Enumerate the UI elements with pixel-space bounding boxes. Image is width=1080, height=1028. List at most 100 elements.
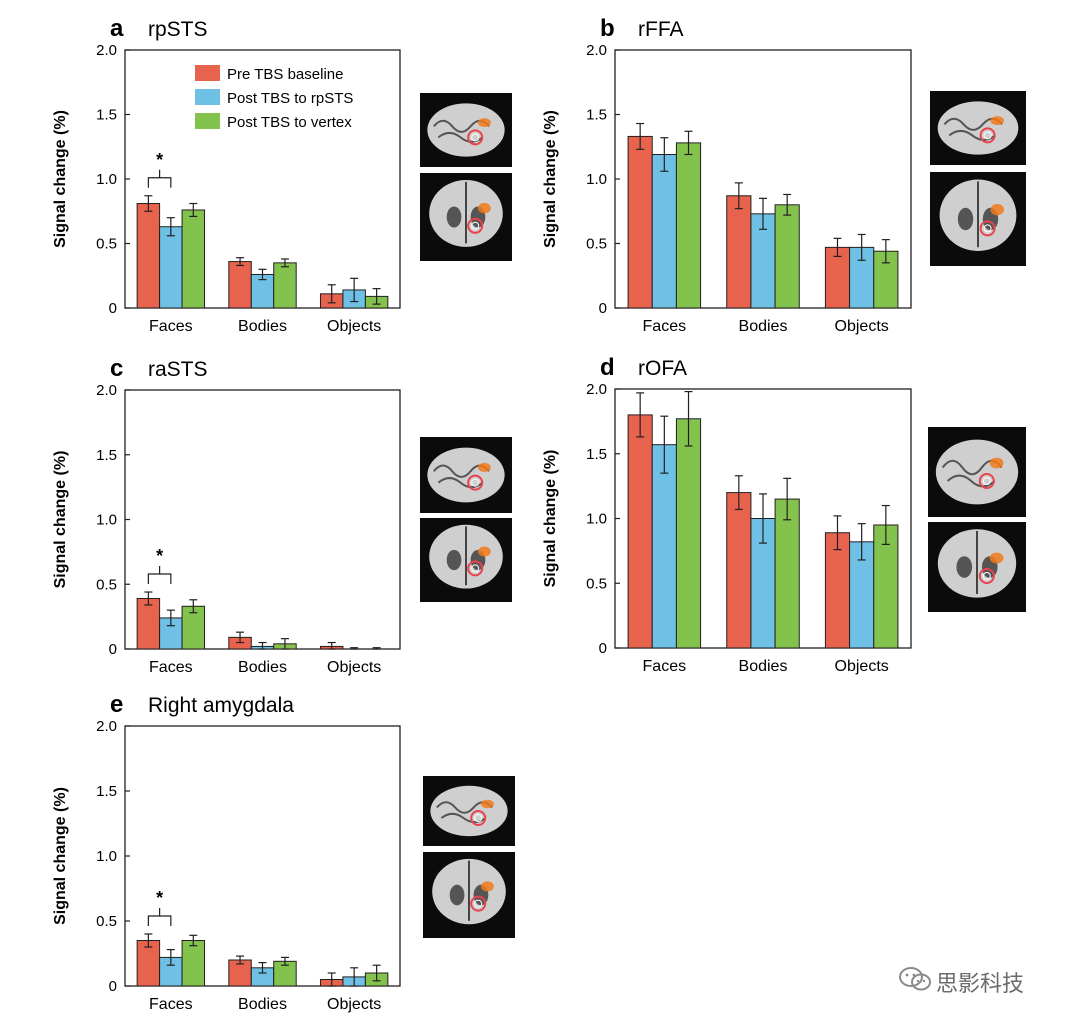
y-tick-label: 2.0 [96, 42, 117, 59]
bar-post-tbs-to-vertex [675, 142, 702, 309]
brain-image-rasts-coronal [420, 518, 512, 602]
significance-bracket [147, 908, 172, 926]
y-tick-label: 0 [109, 641, 117, 658]
panel-title: raSTS [148, 358, 208, 381]
chart-panel-e: e Right amygdala 0 0.5 1.0 1.5 2.0 Signal chang… [52, 691, 401, 1013]
y-tick-label: 0 [599, 640, 607, 657]
bar-pre-tbs-baseline [627, 414, 653, 649]
bar-post-tbs-to-vertex [873, 250, 899, 309]
bar-post-tbs-to-rpsts [159, 226, 183, 309]
x-tick-label: Objects [327, 996, 381, 1013]
bar-pre-tbs-baseline [824, 246, 851, 309]
legend-label: Post TBS to rpSTS [227, 90, 353, 107]
brain-image-rffa-sagittal [930, 91, 1026, 165]
chart-panel-c: c raSTS 0 0.5 1.0 1.5 2.0 Signal change (%) Face… [52, 355, 401, 676]
x-tick-label: Objects [835, 658, 889, 675]
y-tick-label: 1.0 [96, 171, 117, 188]
y-tick-label: 2.0 [586, 381, 607, 398]
bar-post-tbs-to-rpsts [651, 444, 677, 649]
y-axis-label: Signal change (%) [52, 787, 69, 925]
x-tick-label: Bodies [739, 658, 788, 675]
bar-post-tbs-to-vertex [181, 940, 206, 987]
legend-label: Post TBS to vertex [227, 114, 352, 131]
bar-pre-tbs-baseline [726, 492, 752, 649]
brain-image-rasts-sagittal [420, 437, 512, 513]
y-tick-label: 2.0 [586, 42, 607, 59]
bar-pre-tbs-baseline [136, 597, 161, 650]
watermark-text: 思影科技 [936, 972, 1025, 997]
y-tick-label: 0.5 [96, 236, 117, 253]
y-tick-label: 1.5 [96, 107, 117, 124]
panel-title: rFFA [638, 18, 684, 41]
brain-image-amygdala-coronal [423, 852, 515, 938]
plot-frame [124, 389, 401, 650]
bar-pre-tbs-baseline [726, 195, 752, 309]
x-tick-label: Bodies [238, 996, 287, 1013]
y-tick-label: 2.0 [96, 382, 117, 399]
y-tick-label: 1.5 [96, 783, 117, 800]
panel-letter: d [600, 354, 615, 381]
brain-image-amygdala-sagittal [423, 776, 515, 846]
legend-label: Pre TBS baseline [227, 66, 343, 83]
y-tick-label: 0 [599, 300, 607, 317]
brain-image-rffa-coronal [930, 172, 1026, 266]
y-tick-label: 0.5 [96, 576, 117, 593]
y-tick-label: 1.0 [96, 848, 117, 865]
significance-marker: * [156, 150, 163, 170]
bar-post-tbs-to-vertex [273, 262, 297, 309]
panel-letter: b [600, 15, 615, 42]
brain-image-rpsts-sagittal [420, 93, 512, 167]
bar-post-tbs-to-vertex [675, 418, 702, 649]
panel-title: rOFA [638, 357, 687, 380]
y-axis-label: Signal change (%) [542, 450, 559, 588]
brain-image-rpsts-coronal [420, 173, 512, 261]
x-tick-label: Objects [327, 659, 381, 676]
bar-post-tbs-to-vertex [774, 204, 800, 309]
y-tick-label: 1.0 [586, 511, 607, 528]
x-tick-label: Faces [149, 659, 193, 676]
significance-marker: * [156, 888, 163, 908]
y-tick-label: 0.5 [586, 236, 607, 253]
y-tick-label: 1.5 [96, 447, 117, 464]
y-tick-label: 1.5 [586, 107, 607, 124]
x-tick-label: Bodies [739, 318, 788, 335]
legend-swatch [195, 89, 220, 105]
x-tick-label: Objects [835, 318, 889, 335]
brain-image-rofa-coronal [928, 522, 1026, 612]
y-axis-label: Signal change (%) [52, 110, 69, 248]
panel-letter: c [110, 355, 123, 382]
y-tick-label: 0 [109, 300, 117, 317]
significance-marker: * [156, 546, 163, 566]
panel-title: Right amygdala [148, 694, 294, 717]
y-tick-label: 1.0 [96, 512, 117, 529]
legend-swatch [195, 65, 220, 81]
chart-panel-d: d rOFA 0 0.5 1.0 1.5 2.0 Signal change (%) Faces… [542, 354, 912, 675]
y-axis-label: Signal change (%) [52, 451, 69, 589]
x-tick-label: Faces [149, 318, 193, 335]
legend-swatch [195, 113, 220, 129]
y-tick-label: 2.0 [96, 718, 117, 735]
y-tick-label: 0 [109, 978, 117, 995]
bar-pre-tbs-baseline [824, 532, 851, 649]
brain-image-rofa-sagittal [928, 427, 1026, 517]
x-tick-label: Bodies [238, 659, 287, 676]
bar-post-tbs-to-vertex [181, 209, 206, 309]
significance-bracket [147, 566, 172, 585]
x-tick-label: Faces [643, 318, 687, 335]
x-tick-label: Faces [643, 658, 687, 675]
panel-letter: e [110, 691, 123, 718]
y-tick-label: 0.5 [96, 913, 117, 930]
wechat-icon [898, 966, 932, 998]
y-tick-label: 0.5 [586, 575, 607, 592]
plot-frame [124, 725, 401, 987]
y-tick-label: 1.5 [586, 446, 607, 463]
bar-pre-tbs-baseline [136, 203, 161, 309]
panel-title: rpSTS [148, 18, 208, 41]
bar-post-tbs-to-rpsts [651, 153, 677, 309]
x-tick-label: Objects [327, 318, 381, 335]
x-tick-label: Faces [149, 996, 193, 1013]
panel-letter: a [110, 15, 124, 42]
chart-panel-a: a rpSTS 0 0.5 1.0 1.5 2.0 Signal change (%) Face… [52, 15, 401, 335]
x-tick-label: Bodies [238, 318, 287, 335]
